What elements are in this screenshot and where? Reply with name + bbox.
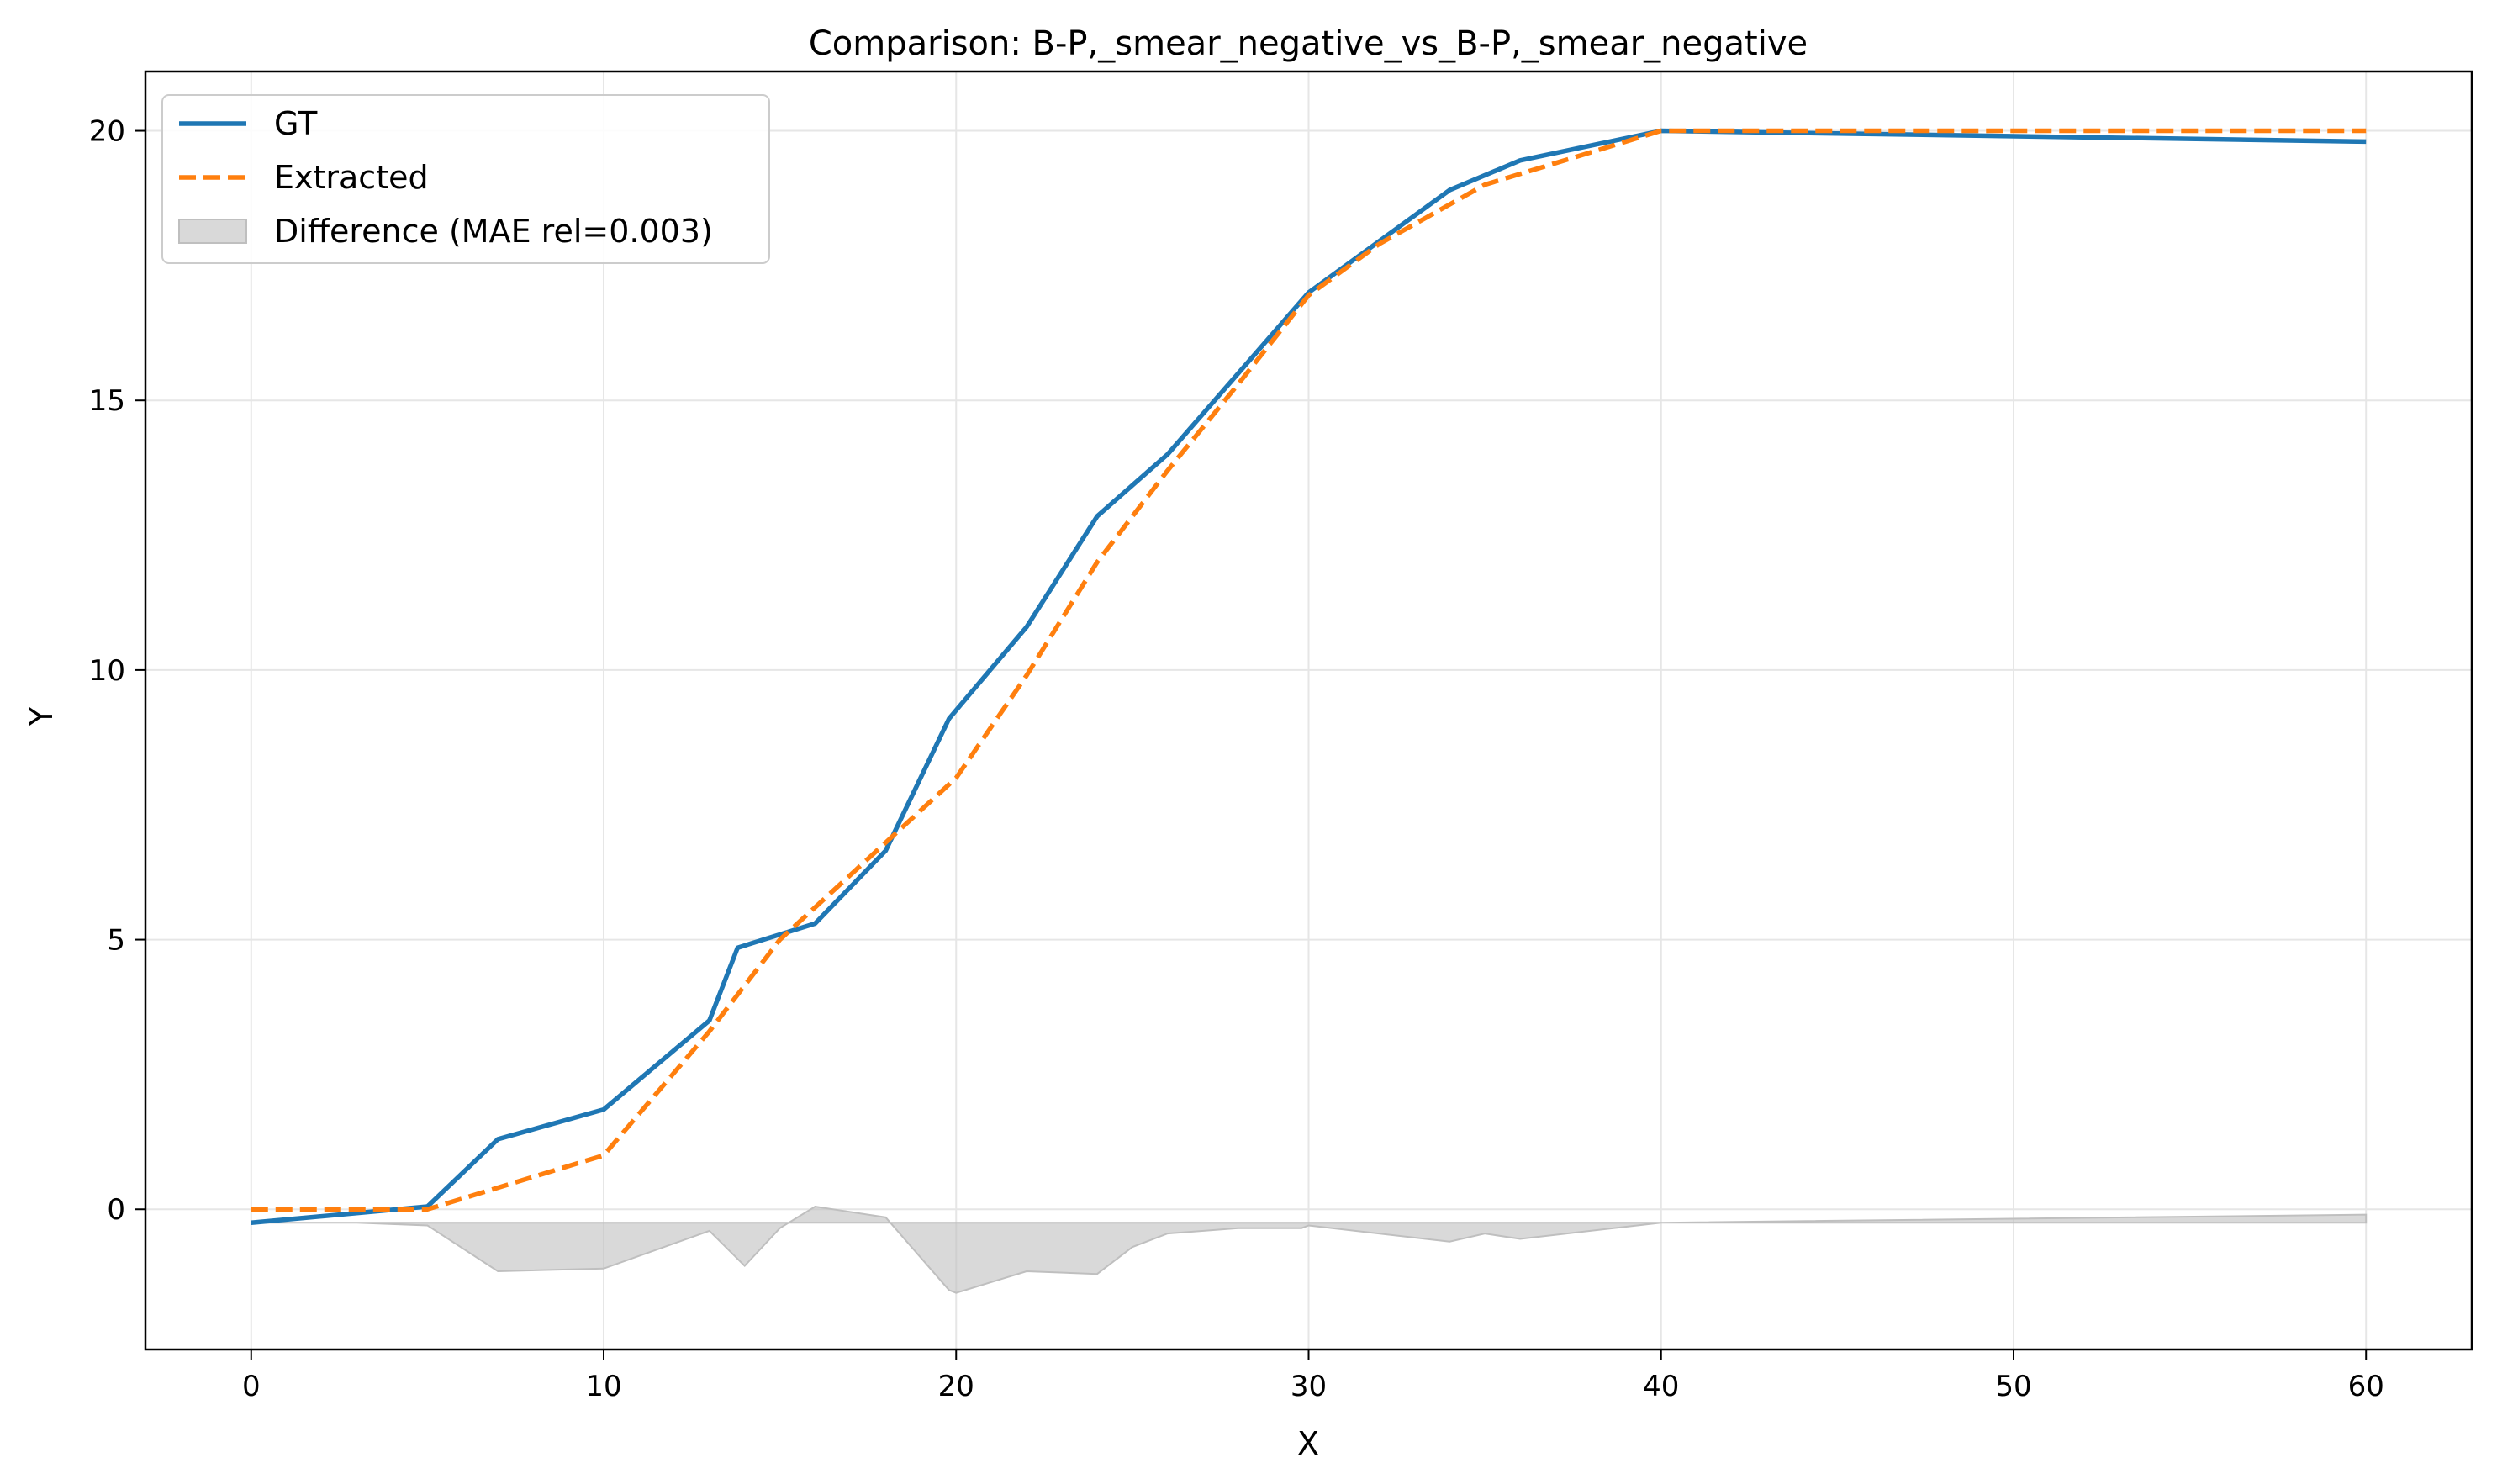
x-tick-label: 10 [585,1370,621,1403]
x-tick-label: 0 [242,1370,261,1403]
difference-layer [251,1205,2368,1294]
legend-label-gt: GT [274,105,318,142]
x-tick-label: 30 [1291,1370,1327,1403]
legend: GT Extracted Difference (MAE rel=0.003) [161,94,770,264]
legend-label-difference: Difference (MAE rel=0.003) [274,213,713,250]
x-tick-label: 60 [2348,1370,2384,1403]
y-tick-label: 10 [89,654,125,688]
chart-title: Comparison: B-P,_smear_negative_vs_B-P,_… [809,24,1808,63]
y-tick-label: 0 [107,1193,125,1227]
legend-label-extracted: Extracted [274,159,429,196]
series-line-extracted [251,128,2367,1212]
x-tick-label: 20 [938,1370,974,1403]
x-tick-label: 50 [1995,1370,2031,1403]
y-tick-label: 20 [89,115,125,149]
axis-ticks: 0 10 20 30 40 50 60 0 5 10 15 20 [89,115,2384,1403]
y-tick-label: 5 [107,924,125,958]
difference-area [251,1205,2368,1294]
legend-swatch-difference [178,219,247,244]
legend-box [161,94,770,264]
x-axis-label: X [1297,1425,1319,1462]
y-axis-label: Y [23,706,60,727]
series-lines [251,128,2367,1226]
series-line-gt [251,128,2367,1226]
x-tick-label: 40 [1643,1370,1679,1403]
y-tick-label: 15 [89,384,125,418]
